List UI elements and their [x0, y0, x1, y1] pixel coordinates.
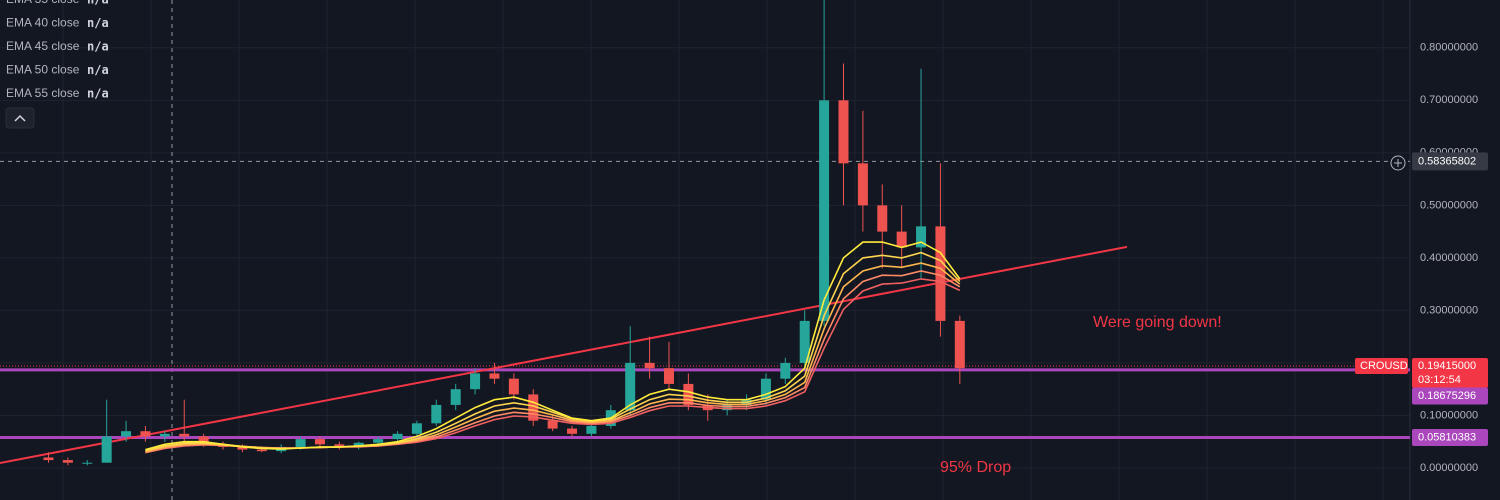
candle-body	[916, 226, 927, 248]
symbol-label: CROUSD	[1360, 360, 1408, 372]
legend-name: EMA 40 close	[6, 16, 80, 30]
legend-value: n/a	[87, 87, 109, 101]
y-tick-label: 0.70000000	[1420, 94, 1478, 106]
candle-body	[547, 420, 558, 429]
legend-value: n/a	[87, 40, 109, 54]
last-price-label: 0.19415000	[1418, 360, 1476, 372]
legend-value: n/a	[87, 0, 109, 7]
candle-body	[644, 362, 655, 369]
legend-name: EMA 50 close	[6, 63, 80, 77]
candle-body	[101, 436, 112, 463]
candle-body	[411, 423, 422, 434]
candle-body	[819, 100, 830, 321]
candle-body	[760, 378, 771, 400]
candle-body	[43, 457, 54, 461]
candle-body	[586, 425, 597, 434]
candle-body	[392, 433, 403, 440]
candle-body	[838, 100, 849, 164]
candle-body	[857, 163, 868, 206]
candle-body	[314, 439, 325, 445]
candle-body	[508, 378, 519, 395]
candle-body	[877, 205, 888, 232]
level-badge	[1412, 428, 1488, 446]
candle-body	[780, 362, 791, 379]
candle-body	[121, 431, 132, 437]
candle-body	[450, 389, 461, 405]
legend-name: EMA 55 close	[6, 86, 80, 100]
y-tick-label: 0.40000000	[1420, 252, 1478, 264]
annotation: 95% Drop	[940, 459, 1011, 476]
time-grid	[62, 0, 1384, 500]
candle-body	[954, 320, 965, 369]
candle-body	[237, 446, 248, 450]
candle-body	[334, 444, 345, 447]
candle-body	[82, 462, 93, 464]
annotation: Were going down!	[1093, 314, 1222, 331]
level-badge	[1412, 387, 1488, 405]
legend-value: n/a	[87, 63, 109, 77]
crosshair-label: 0.58365802	[1418, 155, 1476, 167]
candle-body	[179, 433, 190, 437]
symbol-badge	[1355, 357, 1408, 374]
last-price-badge	[1412, 357, 1488, 388]
level-label: 0.05810383	[1418, 431, 1476, 443]
candle-body	[295, 439, 306, 447]
crosshair-badge	[1412, 152, 1488, 171]
level-label: 0.18675296	[1418, 390, 1476, 402]
candle-body	[256, 449, 267, 452]
candle-body	[62, 460, 73, 463]
candle-body	[353, 442, 364, 447]
collapse-icon	[14, 114, 26, 122]
candle-body	[489, 373, 500, 379]
candle-body	[431, 404, 442, 424]
legend-name: EMA 45 close	[6, 39, 80, 53]
candle-body	[896, 231, 907, 248]
countdown-label: 03:12:54	[1418, 374, 1461, 386]
y-tick-label: 0.50000000	[1420, 199, 1478, 211]
candle-body	[625, 362, 636, 411]
candle-body	[140, 431, 151, 437]
candle-body	[799, 320, 810, 363]
candle-body	[373, 439, 384, 443]
crosshair-add-button[interactable]	[1390, 155, 1406, 171]
y-tick-label: 0.00000000	[1420, 462, 1478, 474]
candle-body	[159, 433, 170, 437]
collapse-button[interactable]	[5, 107, 35, 129]
y-tick-label: 0.80000000	[1420, 42, 1478, 54]
candle-body	[935, 226, 946, 321]
candle-body	[567, 428, 578, 434]
legend-name: EMA 35 close	[6, 0, 80, 6]
candle-body	[722, 404, 733, 411]
candle-body	[528, 394, 539, 421]
ema-line	[145, 241, 961, 451]
candle-body	[683, 383, 694, 405]
candle-body	[663, 368, 674, 384]
y-tick-label: 0.30000000	[1420, 304, 1478, 316]
legend-value: n/a	[87, 16, 109, 30]
candle-body	[470, 373, 481, 390]
candle-body	[198, 436, 209, 445]
y-tick-label: 0.10000000	[1420, 409, 1478, 421]
